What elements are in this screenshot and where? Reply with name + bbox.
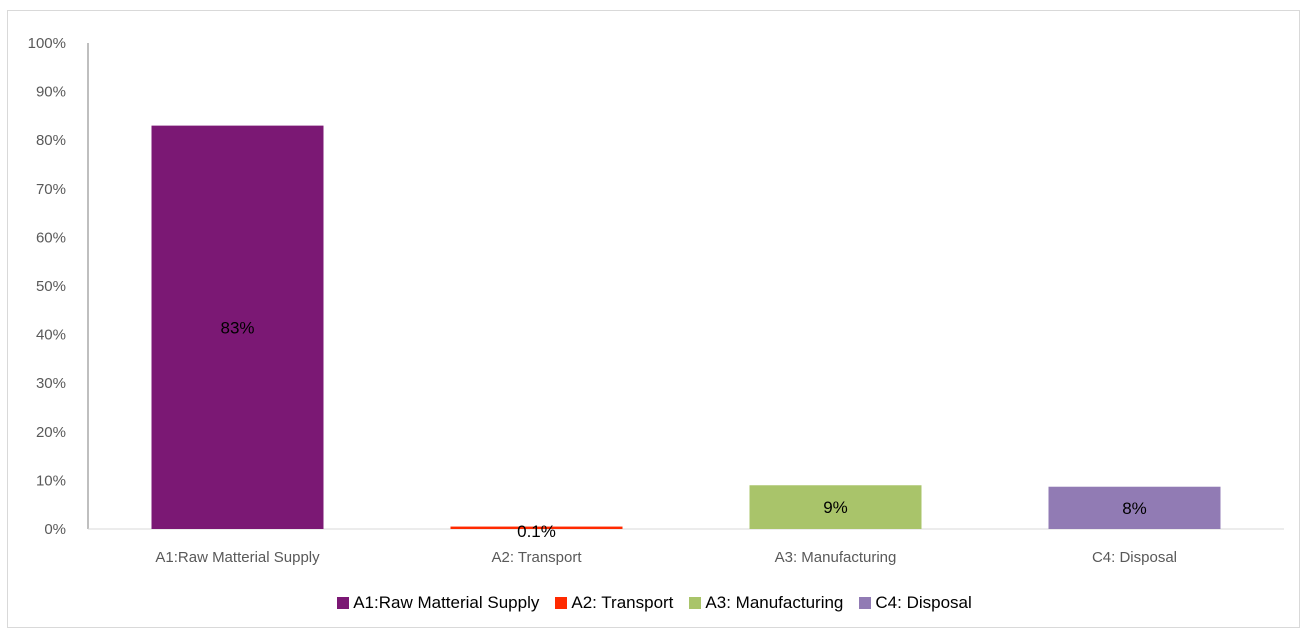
data-label: 83% [220,318,254,337]
bar-3 [749,485,922,529]
y-tick-label: 100% [28,35,66,52]
bar-4 [1048,486,1221,529]
legend-swatch [859,597,872,609]
x-tick-label: A1:Raw Matterial Supply [155,549,320,566]
legend-item: A3: Manufacturing [689,593,843,613]
data-labels: 83% 0.1% 9% 8% [220,318,1146,541]
y-tick-label: 20% [36,424,66,441]
y-tick-label: 40% [36,327,66,344]
x-axis: A1:Raw Matterial Supply A2: Transport A3: … [88,528,1284,566]
bar-2 [450,526,623,529]
data-label: 0.1% [517,522,556,541]
x-tick-label: A2: Transport [491,549,582,566]
y-tick-label: 0% [44,521,66,538]
legend: A1:Raw Matterial Supply A2: Transport A3: … [0,593,1309,613]
legend-item: A2: Transport [555,593,673,613]
legend-label: A3: Manufacturing [705,593,844,612]
y-tick-label: 60% [36,229,66,246]
legend-label: A2: Transport [571,593,674,612]
data-label: 8% [1122,499,1147,518]
y-tick-label: 50% [36,278,66,295]
y-tick-label: 10% [36,472,66,489]
bars [151,125,1221,530]
y-tick-label: 30% [36,375,66,392]
x-tick-label: C4: Disposal [1092,549,1177,566]
bar-1 [151,125,324,530]
y-axis: 0% 10% 20% 30% 40% 50% 60% 70% 80% 90% 100% [28,35,89,538]
y-tick-label: 90% [36,84,66,101]
y-tick-label: 70% [36,181,66,198]
legend-label: C4: Disposal [875,593,972,612]
data-label: 9% [823,498,848,517]
legend-swatch [555,597,568,609]
legend-label: A1:Raw Matterial Supply [353,593,540,612]
legend-swatch [337,597,350,609]
legend-item: A1:Raw Matterial Supply [337,593,539,613]
legend-swatch [689,597,702,609]
legend-item: C4: Disposal [859,593,972,613]
y-tick-label: 80% [36,132,66,149]
x-tick-label: A3: Manufacturing [775,549,897,566]
